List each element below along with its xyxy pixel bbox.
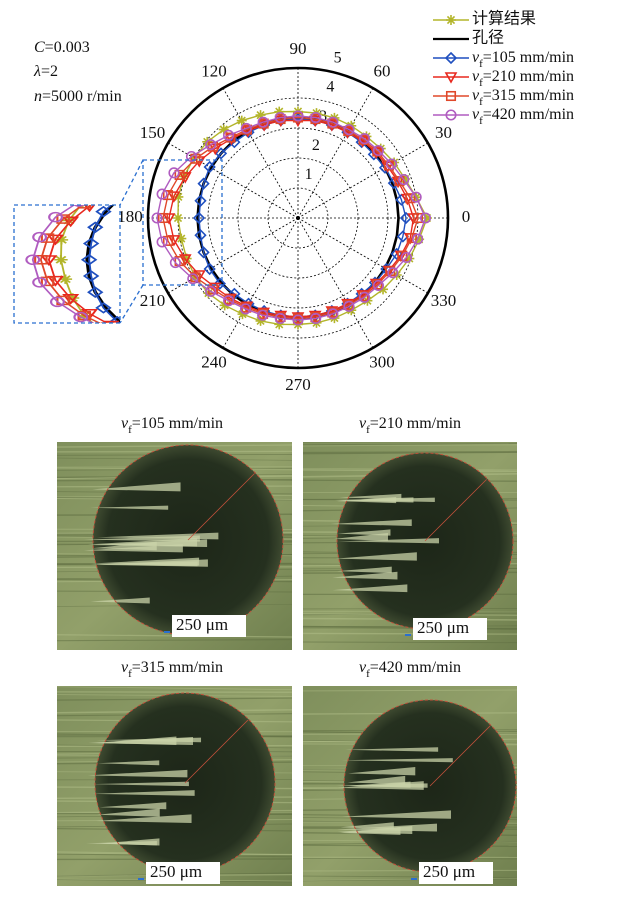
angle-label: 150 bbox=[140, 123, 166, 142]
angle-label: 300 bbox=[369, 352, 395, 371]
radial-label: 5 bbox=[334, 50, 342, 67]
annotation: n=5000 r/min bbox=[34, 88, 122, 105]
angle-label: 240 bbox=[201, 352, 227, 371]
legend-label: vf=420 mm/min bbox=[472, 106, 574, 127]
radial-label: 4 bbox=[326, 79, 334, 96]
micrograph-title: vf=315 mm/min bbox=[121, 659, 223, 680]
page: {"chart_data": { "type": "polar", "annot… bbox=[0, 0, 626, 894]
scale-label: 250 μm bbox=[423, 862, 475, 881]
legend-label: vf=105 mm/min bbox=[472, 49, 574, 70]
angle-label: 330 bbox=[431, 291, 457, 310]
legend-label: 孔径 bbox=[472, 29, 504, 47]
micrograph-content bbox=[57, 686, 292, 886]
scale-label: 250 μm bbox=[176, 615, 228, 634]
micrograph-content bbox=[303, 686, 517, 886]
angle-label: 120 bbox=[201, 61, 227, 80]
legend-label: vf=315 mm/min bbox=[472, 87, 574, 108]
scale-label: 250 μm bbox=[150, 862, 202, 881]
grid-spoke bbox=[298, 218, 373, 348]
radial-label: 2 bbox=[312, 137, 320, 154]
angle-label: 270 bbox=[285, 375, 311, 394]
texture-streak bbox=[303, 642, 517, 643]
zoom-connector bbox=[120, 160, 143, 205]
micrograph-title: vf=105 mm/min bbox=[121, 415, 223, 436]
angle-label: 30 bbox=[435, 123, 452, 142]
legend-label: vf=210 mm/min bbox=[472, 68, 574, 89]
legend-label: 计算结果 bbox=[472, 9, 536, 28]
angle-label: 0 bbox=[462, 207, 471, 226]
grid-spoke bbox=[223, 218, 298, 348]
grid-spoke bbox=[298, 88, 373, 218]
angle-label: 60 bbox=[374, 61, 391, 80]
marker bbox=[446, 15, 456, 25]
micrograph bbox=[57, 686, 292, 886]
angle-label: 180 bbox=[117, 207, 143, 226]
figure: C=0.003 λ=2 n=5000 r/min 0 30 60 90 120 150 18… bbox=[0, 0, 626, 894]
micrographs: vf=105 mm/min 250 μm vf=210 mm/min 250 μm vf… bbox=[57, 415, 517, 886]
grid-spoke bbox=[223, 88, 298, 218]
annotation: λ=2 bbox=[33, 63, 58, 80]
scale-label: 250 μm bbox=[417, 618, 469, 637]
micrograph bbox=[303, 686, 517, 886]
annotation: C=0.003 bbox=[34, 39, 90, 56]
radial-label: 1 bbox=[305, 166, 313, 183]
micrograph-title: vf=420 mm/min bbox=[359, 659, 461, 680]
micrograph-title: vf=210 mm/min bbox=[359, 415, 461, 436]
angle-label: 90 bbox=[290, 39, 307, 58]
center-dot bbox=[296, 216, 300, 220]
angle-label: 210 bbox=[140, 291, 166, 310]
